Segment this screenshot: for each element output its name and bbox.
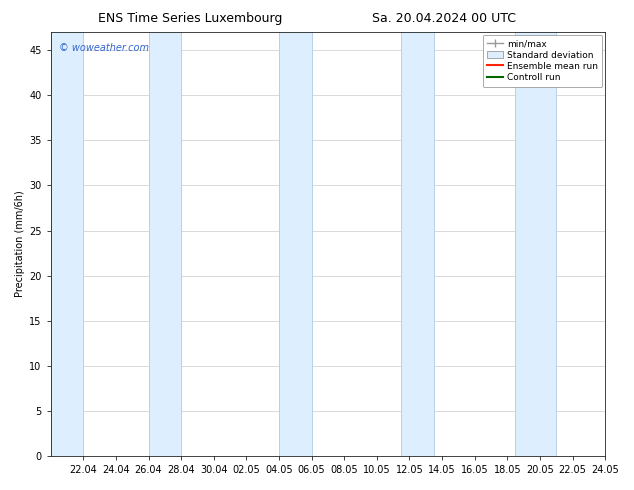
Bar [51, 32, 83, 456]
Y-axis label: Precipitation (mm/6h): Precipitation (mm/6h) [15, 191, 25, 297]
Bar [515, 32, 556, 456]
Text: ENS Time Series Luxembourg: ENS Time Series Luxembourg [98, 12, 282, 25]
Legend: min/max, Standard deviation, Ensemble mean run, Controll run: min/max, Standard deviation, Ensemble me… [482, 35, 602, 87]
Text: Sa. 20.04.2024 00 UTC: Sa. 20.04.2024 00 UTC [372, 12, 516, 25]
Bar [279, 32, 311, 456]
Text: © woweather.com: © woweather.com [59, 43, 149, 53]
Bar [401, 32, 434, 456]
Bar [148, 32, 181, 456]
